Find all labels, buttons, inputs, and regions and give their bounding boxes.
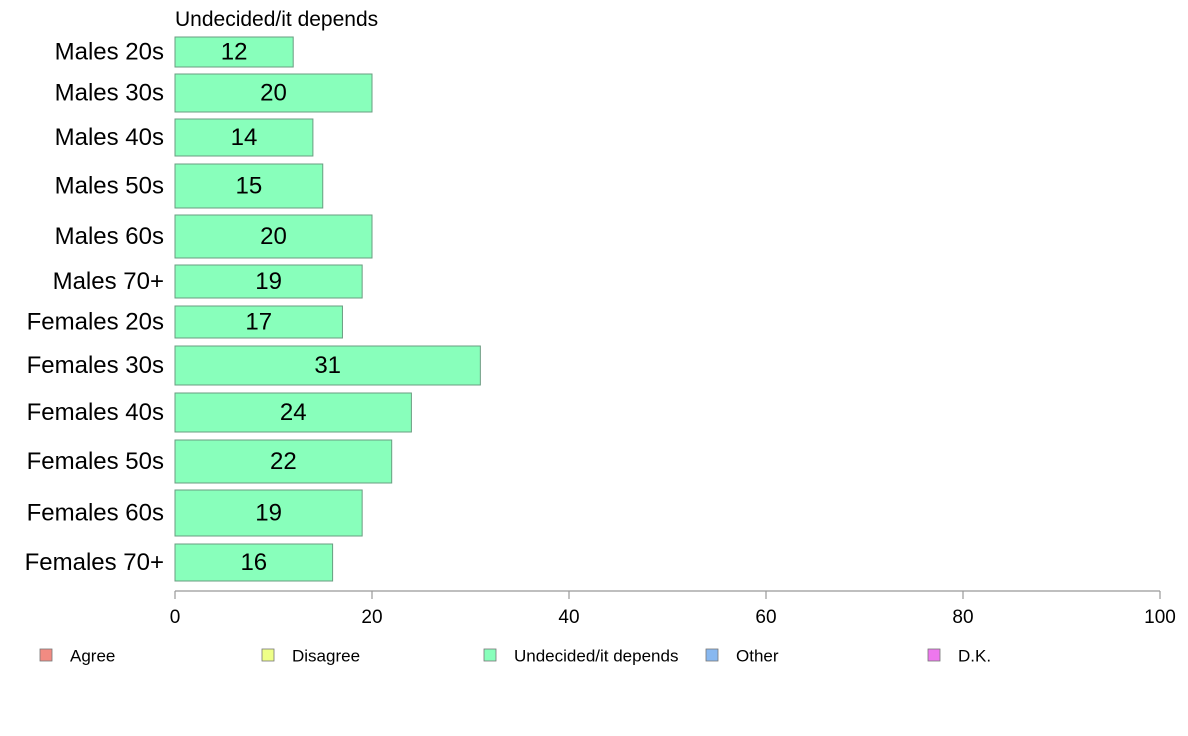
bar — [174, 73, 373, 113]
x-tick-label: 20 — [361, 607, 382, 628]
legend-swatch — [39, 648, 53, 662]
category-label: Females 50s — [27, 448, 164, 475]
x-axis: 0 20 40 60 80 100 — [170, 590, 1176, 628]
data-label: 31 — [314, 352, 341, 379]
bar — [174, 214, 373, 259]
category-label: Females 70+ — [25, 549, 164, 576]
bars-group: Males 20s 12 Males 30s 20 Males 40s 14 Males 5… — [25, 36, 481, 582]
bar — [174, 345, 481, 386]
data-label: 24 — [280, 399, 307, 426]
bar — [174, 264, 363, 299]
legend-label: Other — [736, 647, 779, 666]
data-label: 12 — [221, 39, 248, 66]
category-label: Females 30s — [27, 352, 164, 379]
legend: Agree Disagree Undecided/it depends Other D.… — [39, 647, 991, 666]
category-label: Males 30s — [55, 80, 164, 107]
bar — [174, 118, 314, 157]
bar — [174, 543, 334, 582]
legend-swatch — [927, 648, 941, 662]
chart-title: Undecided/it depends — [175, 8, 378, 31]
legend-swatch — [261, 648, 275, 662]
x-tick-label: 100 — [1144, 607, 1176, 628]
bar — [174, 36, 294, 68]
x-tick-label: 80 — [952, 607, 973, 628]
bar — [174, 439, 393, 484]
category-label: Males 20s — [55, 39, 164, 66]
category-label: Males 60s — [55, 223, 164, 250]
category-label: Males 70+ — [53, 268, 164, 295]
category-label: Males 50s — [55, 173, 164, 200]
legend-label: Undecided/it depends — [514, 647, 678, 666]
data-label: 19 — [255, 500, 282, 527]
legend-label: D.K. — [958, 647, 991, 666]
category-label: Males 40s — [55, 124, 164, 151]
data-label: 19 — [255, 268, 282, 295]
bar — [174, 305, 343, 339]
data-label: 15 — [236, 173, 263, 200]
data-label: 22 — [270, 448, 297, 475]
data-label: 20 — [260, 223, 287, 250]
legend-label: Disagree — [292, 647, 360, 666]
x-tick-label: 60 — [755, 607, 776, 628]
x-tick-label: 0 — [170, 607, 181, 628]
data-label: 14 — [231, 124, 258, 151]
legend-swatch — [483, 648, 497, 662]
legend-label: Agree — [70, 647, 115, 666]
legend-swatch — [705, 648, 719, 662]
category-label: Females 60s — [27, 500, 164, 527]
data-label: 20 — [260, 80, 287, 107]
data-label: 17 — [245, 309, 272, 336]
data-label: 16 — [240, 549, 267, 576]
bar — [174, 392, 412, 433]
x-tick-label: 40 — [558, 607, 579, 628]
bar — [174, 489, 363, 537]
category-label: Females 40s — [27, 399, 164, 426]
category-label: Females 20s — [27, 309, 164, 336]
bar — [174, 163, 324, 209]
